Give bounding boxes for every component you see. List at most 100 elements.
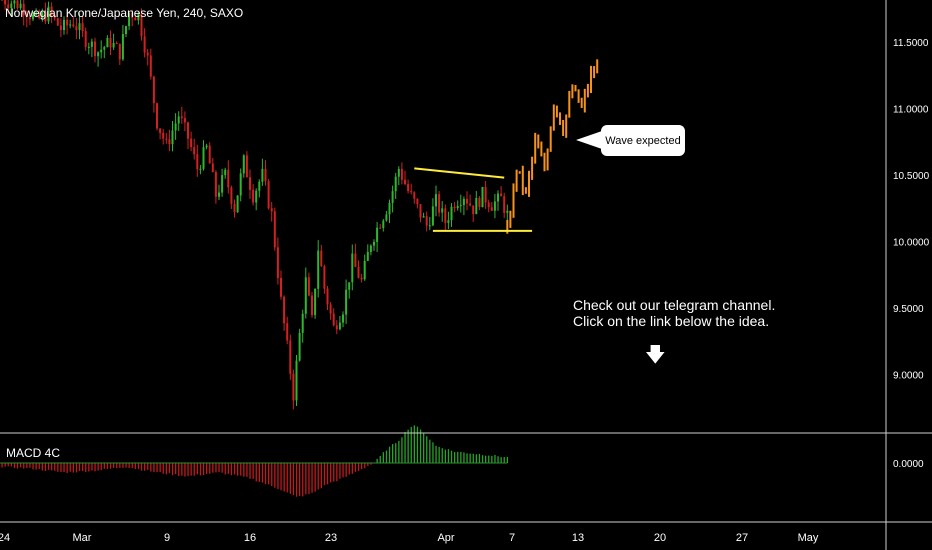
macd-bar <box>302 463 304 497</box>
candle-body <box>394 176 397 192</box>
candle-body <box>317 250 320 289</box>
candle-body <box>416 198 419 205</box>
candle-body <box>63 19 65 31</box>
candle-body <box>369 245 372 252</box>
macd-bar <box>20 463 22 468</box>
time-tick-label: Apr <box>437 532 454 544</box>
macd-bar <box>258 463 260 482</box>
candle-body <box>227 169 230 188</box>
candle-body <box>109 38 112 48</box>
macd-bar <box>7 463 9 467</box>
candle-body <box>69 24 72 26</box>
candle-body <box>202 147 205 169</box>
macd-bar <box>503 456 505 463</box>
price-candles <box>1 0 509 410</box>
candle-body <box>159 128 162 133</box>
candle-body <box>56 18 59 26</box>
candle-body <box>7 4 10 8</box>
candle-body <box>143 36 146 53</box>
candle-body <box>348 282 351 290</box>
macd-bar <box>184 463 186 477</box>
candle-body <box>447 220 450 223</box>
macd-bar <box>32 463 34 470</box>
candle-body <box>177 116 180 124</box>
macd-bar <box>165 463 167 475</box>
macd-bar <box>419 429 422 463</box>
candle-body <box>280 277 282 297</box>
candle-body <box>190 138 193 148</box>
candle-body <box>391 191 394 203</box>
macd-bar <box>475 454 477 463</box>
candle-body <box>273 211 276 248</box>
down-arrow-icon: 🡇 <box>645 342 666 366</box>
symbol-title[interactable]: Norwegian Krone/Japanese Yen, 240, SAXO <box>5 6 244 20</box>
macd-bar <box>128 463 130 468</box>
candle-body <box>103 47 106 50</box>
macd-bar <box>190 463 192 476</box>
candle-body <box>462 198 465 206</box>
macd-bar <box>54 463 56 471</box>
macd-bar <box>361 463 363 470</box>
wave-callout[interactable]: Wave expected <box>601 125 685 156</box>
candle-body <box>264 168 267 182</box>
candle-body <box>236 195 239 213</box>
candle-body <box>13 0 16 4</box>
candle-body <box>137 13 140 21</box>
macd-bar <box>29 463 31 468</box>
macd-bar <box>134 463 136 469</box>
macd-bar <box>66 463 68 474</box>
macd-bar <box>441 448 443 463</box>
candle-body <box>100 49 103 53</box>
macd-bar <box>423 433 425 463</box>
macd-bar <box>286 463 288 493</box>
macd-bar <box>280 463 282 491</box>
candle-body <box>431 206 434 226</box>
candle-body <box>276 247 279 278</box>
candle-body <box>233 203 236 213</box>
macd-bar <box>125 463 127 468</box>
candle-body <box>218 192 220 197</box>
macd-bar <box>398 440 400 463</box>
macd-bar <box>249 463 251 479</box>
candle-body <box>59 25 62 31</box>
candle-body <box>466 198 468 204</box>
candle-body <box>410 191 413 193</box>
candle-body <box>472 205 475 215</box>
candle-body <box>304 277 307 314</box>
trendline[interactable] <box>414 167 505 179</box>
macd-bar <box>323 463 326 486</box>
macd-bar <box>240 463 242 476</box>
candle-body <box>75 26 78 31</box>
time-tick-label: May <box>798 532 819 544</box>
candle-body <box>165 138 168 140</box>
candle-body <box>199 168 202 170</box>
macd-bar <box>243 463 245 477</box>
candle-body <box>211 163 214 173</box>
macd-bar <box>416 426 419 463</box>
macd-bar <box>168 463 171 474</box>
candle-body <box>94 41 96 57</box>
candle-body <box>503 196 506 213</box>
candle-body <box>22 3 25 16</box>
macd-bar <box>472 453 474 463</box>
candle-body <box>38 12 41 18</box>
macd-bar <box>75 463 78 473</box>
macd-indicator-label[interactable]: MACD 4C <box>6 446 61 460</box>
candle-body <box>221 175 224 193</box>
candle-body <box>283 296 286 324</box>
macd-bar <box>426 436 428 463</box>
candle-body <box>171 130 174 145</box>
candle-body <box>97 52 100 57</box>
time-tick-label: 24 <box>0 532 10 544</box>
macd-bar <box>481 455 484 463</box>
macd-bar <box>326 463 329 485</box>
macd-bar <box>171 463 174 476</box>
macd-bar <box>113 463 115 468</box>
macd-bar <box>44 463 47 471</box>
candle-body <box>388 202 391 215</box>
macd-bar <box>227 463 229 474</box>
candle-body <box>332 313 335 326</box>
candle-body <box>193 147 196 155</box>
macd-bar <box>187 463 189 477</box>
